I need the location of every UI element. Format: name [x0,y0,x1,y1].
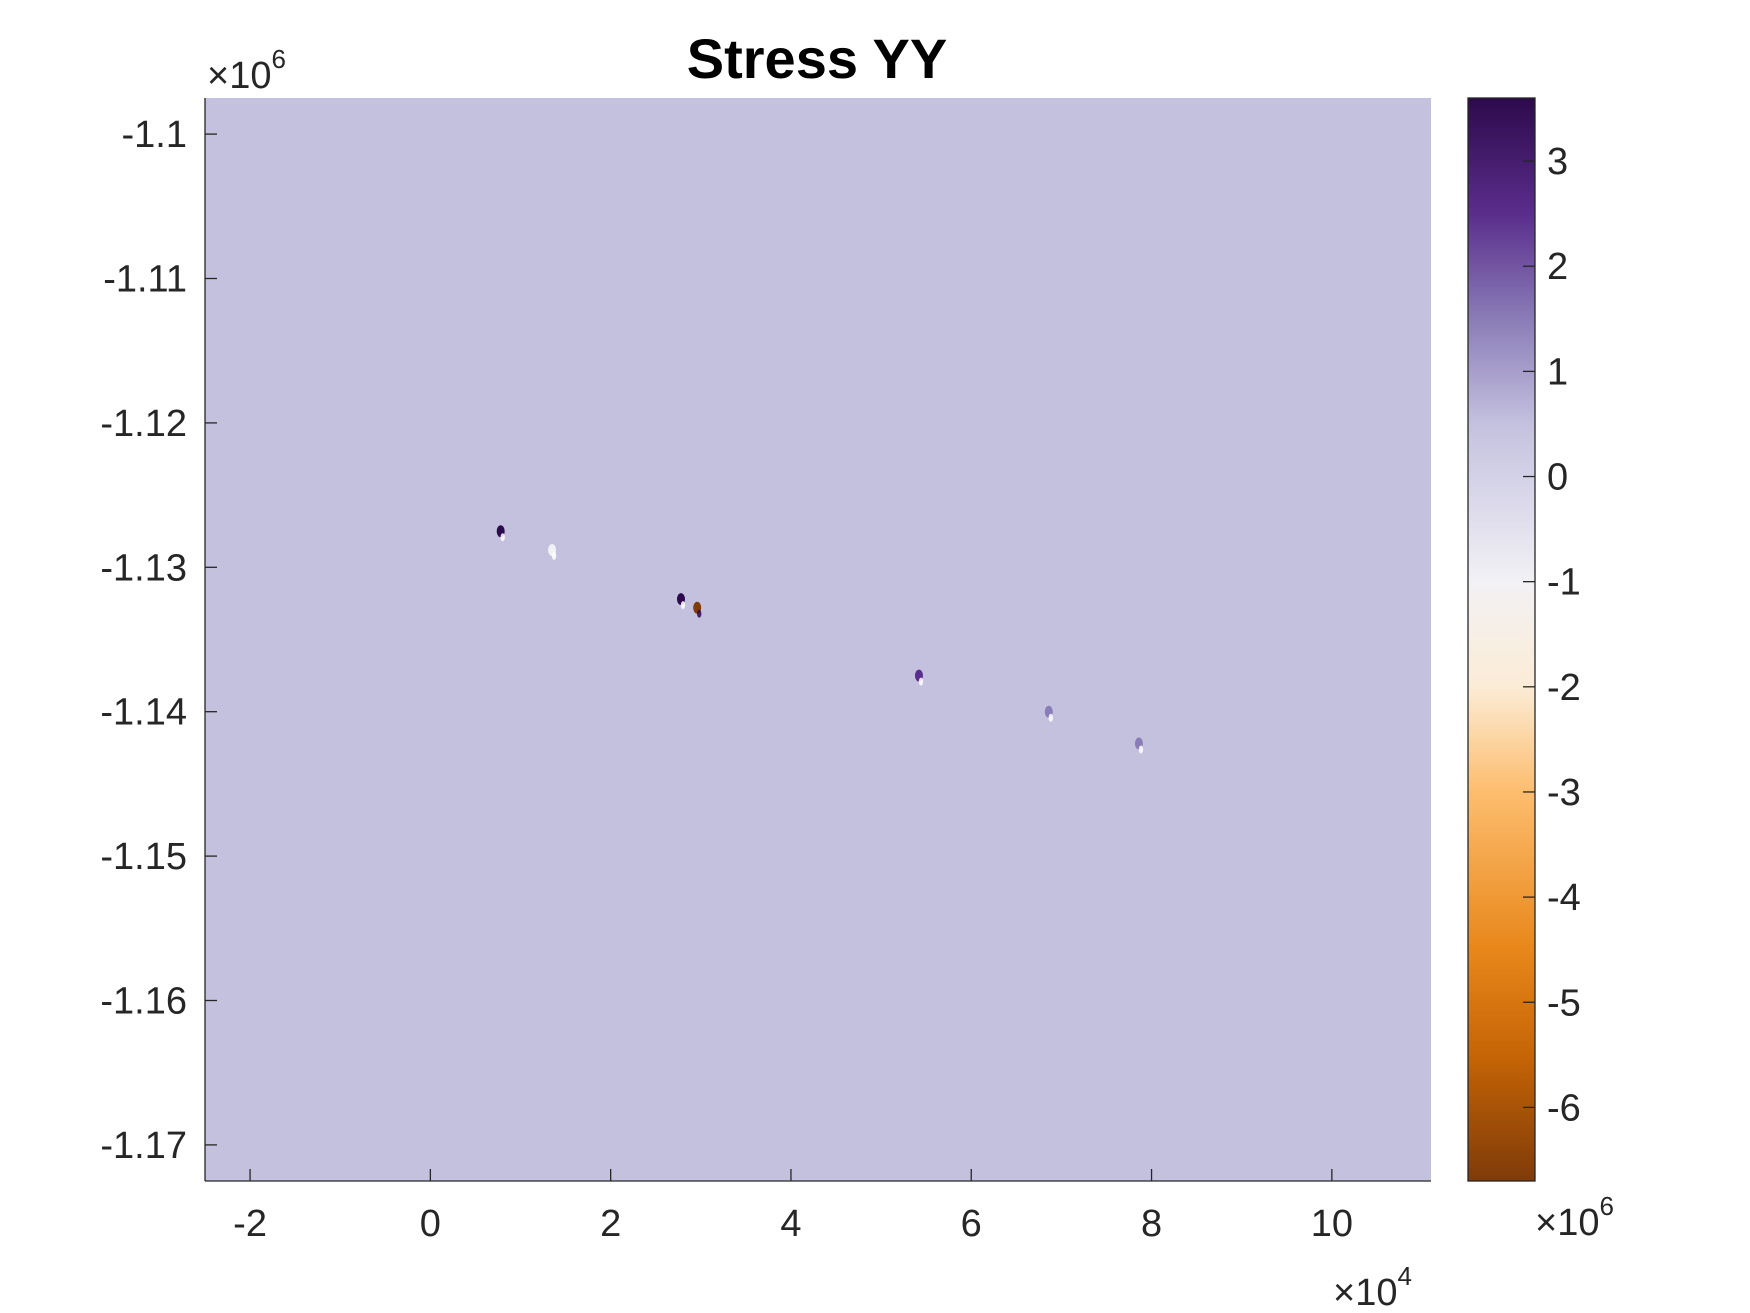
y-tick-label: -1.1 [122,114,187,156]
colorbar-multiplier-base: ×10 [1535,1202,1599,1244]
colorbar-multiplier: ×106 [1535,1191,1614,1244]
colorbar-tick-label: -6 [1547,1087,1581,1129]
stress-hotspot-tail [1138,745,1144,754]
x-multiplier-base: ×10 [1333,1272,1397,1313]
x-tick-label: 10 [1311,1203,1353,1245]
colorbar-tick-label: -3 [1547,772,1581,814]
x-tick-label: 0 [420,1203,441,1245]
x-tick-label: 2 [600,1203,621,1245]
x-axis: -2 0 2 4 6 8 10 [205,1169,1431,1245]
stress-hotspot-tail [918,677,924,686]
x-axis-multiplier: ×104 [1333,1261,1412,1313]
y-tick-label: -1.14 [100,692,187,734]
y-tick-label: -1.15 [100,836,187,878]
chart-title: Stress YY [687,27,947,90]
colorbar-tick-label: 2 [1547,246,1568,288]
colorbar-ticks: 3 2 1 0 -1 -2 -3 -4 -5 -6 [1523,141,1581,1129]
stress-hotspot-tail [551,551,557,560]
x-tick-label: 6 [961,1203,982,1245]
x-multiplier-power: 4 [1397,1261,1411,1291]
y-multiplier-base: ×10 [207,55,271,97]
colorbar-tick-label: 0 [1547,457,1568,499]
colorbar-tick-label: -2 [1547,667,1581,709]
y-multiplier-power: 6 [271,44,285,74]
colorbar-tick-label: -1 [1547,562,1581,604]
colorbar-tick-label: -4 [1547,877,1581,919]
stress-hotspot-tail [500,533,505,542]
stress-hotspot-tail [1048,713,1053,722]
x-tick-label: 4 [780,1203,801,1245]
colorbar-tick-label: 3 [1547,141,1568,183]
x-tick-label: 8 [1141,1203,1162,1245]
y-tick-label: -1.11 [103,259,187,301]
colorbar-multiplier-power: 6 [1599,1191,1613,1221]
y-tick-label: -1.12 [100,403,187,445]
stress-hotspot-tail [680,601,686,610]
hotspot-layer [496,525,1144,754]
y-tick-label: -1.16 [100,981,187,1023]
y-axis-multiplier: ×106 [207,44,286,97]
plot-area[interactable] [205,98,1431,1181]
y-axis: -1.1 -1.11 -1.12 -1.13 -1.14 -1.15 -1.16 -1.17 [100,98,217,1181]
colorbar-tick-label: -5 [1547,982,1581,1024]
x-tick-label: -2 [233,1203,267,1245]
y-tick-label: -1.17 [100,1125,187,1167]
y-tick-label: -1.13 [100,547,187,589]
stress-hotspot-tail [697,609,702,618]
colorbar[interactable] [1467,97,1536,1182]
colorbar-tick-label: 1 [1547,351,1568,393]
